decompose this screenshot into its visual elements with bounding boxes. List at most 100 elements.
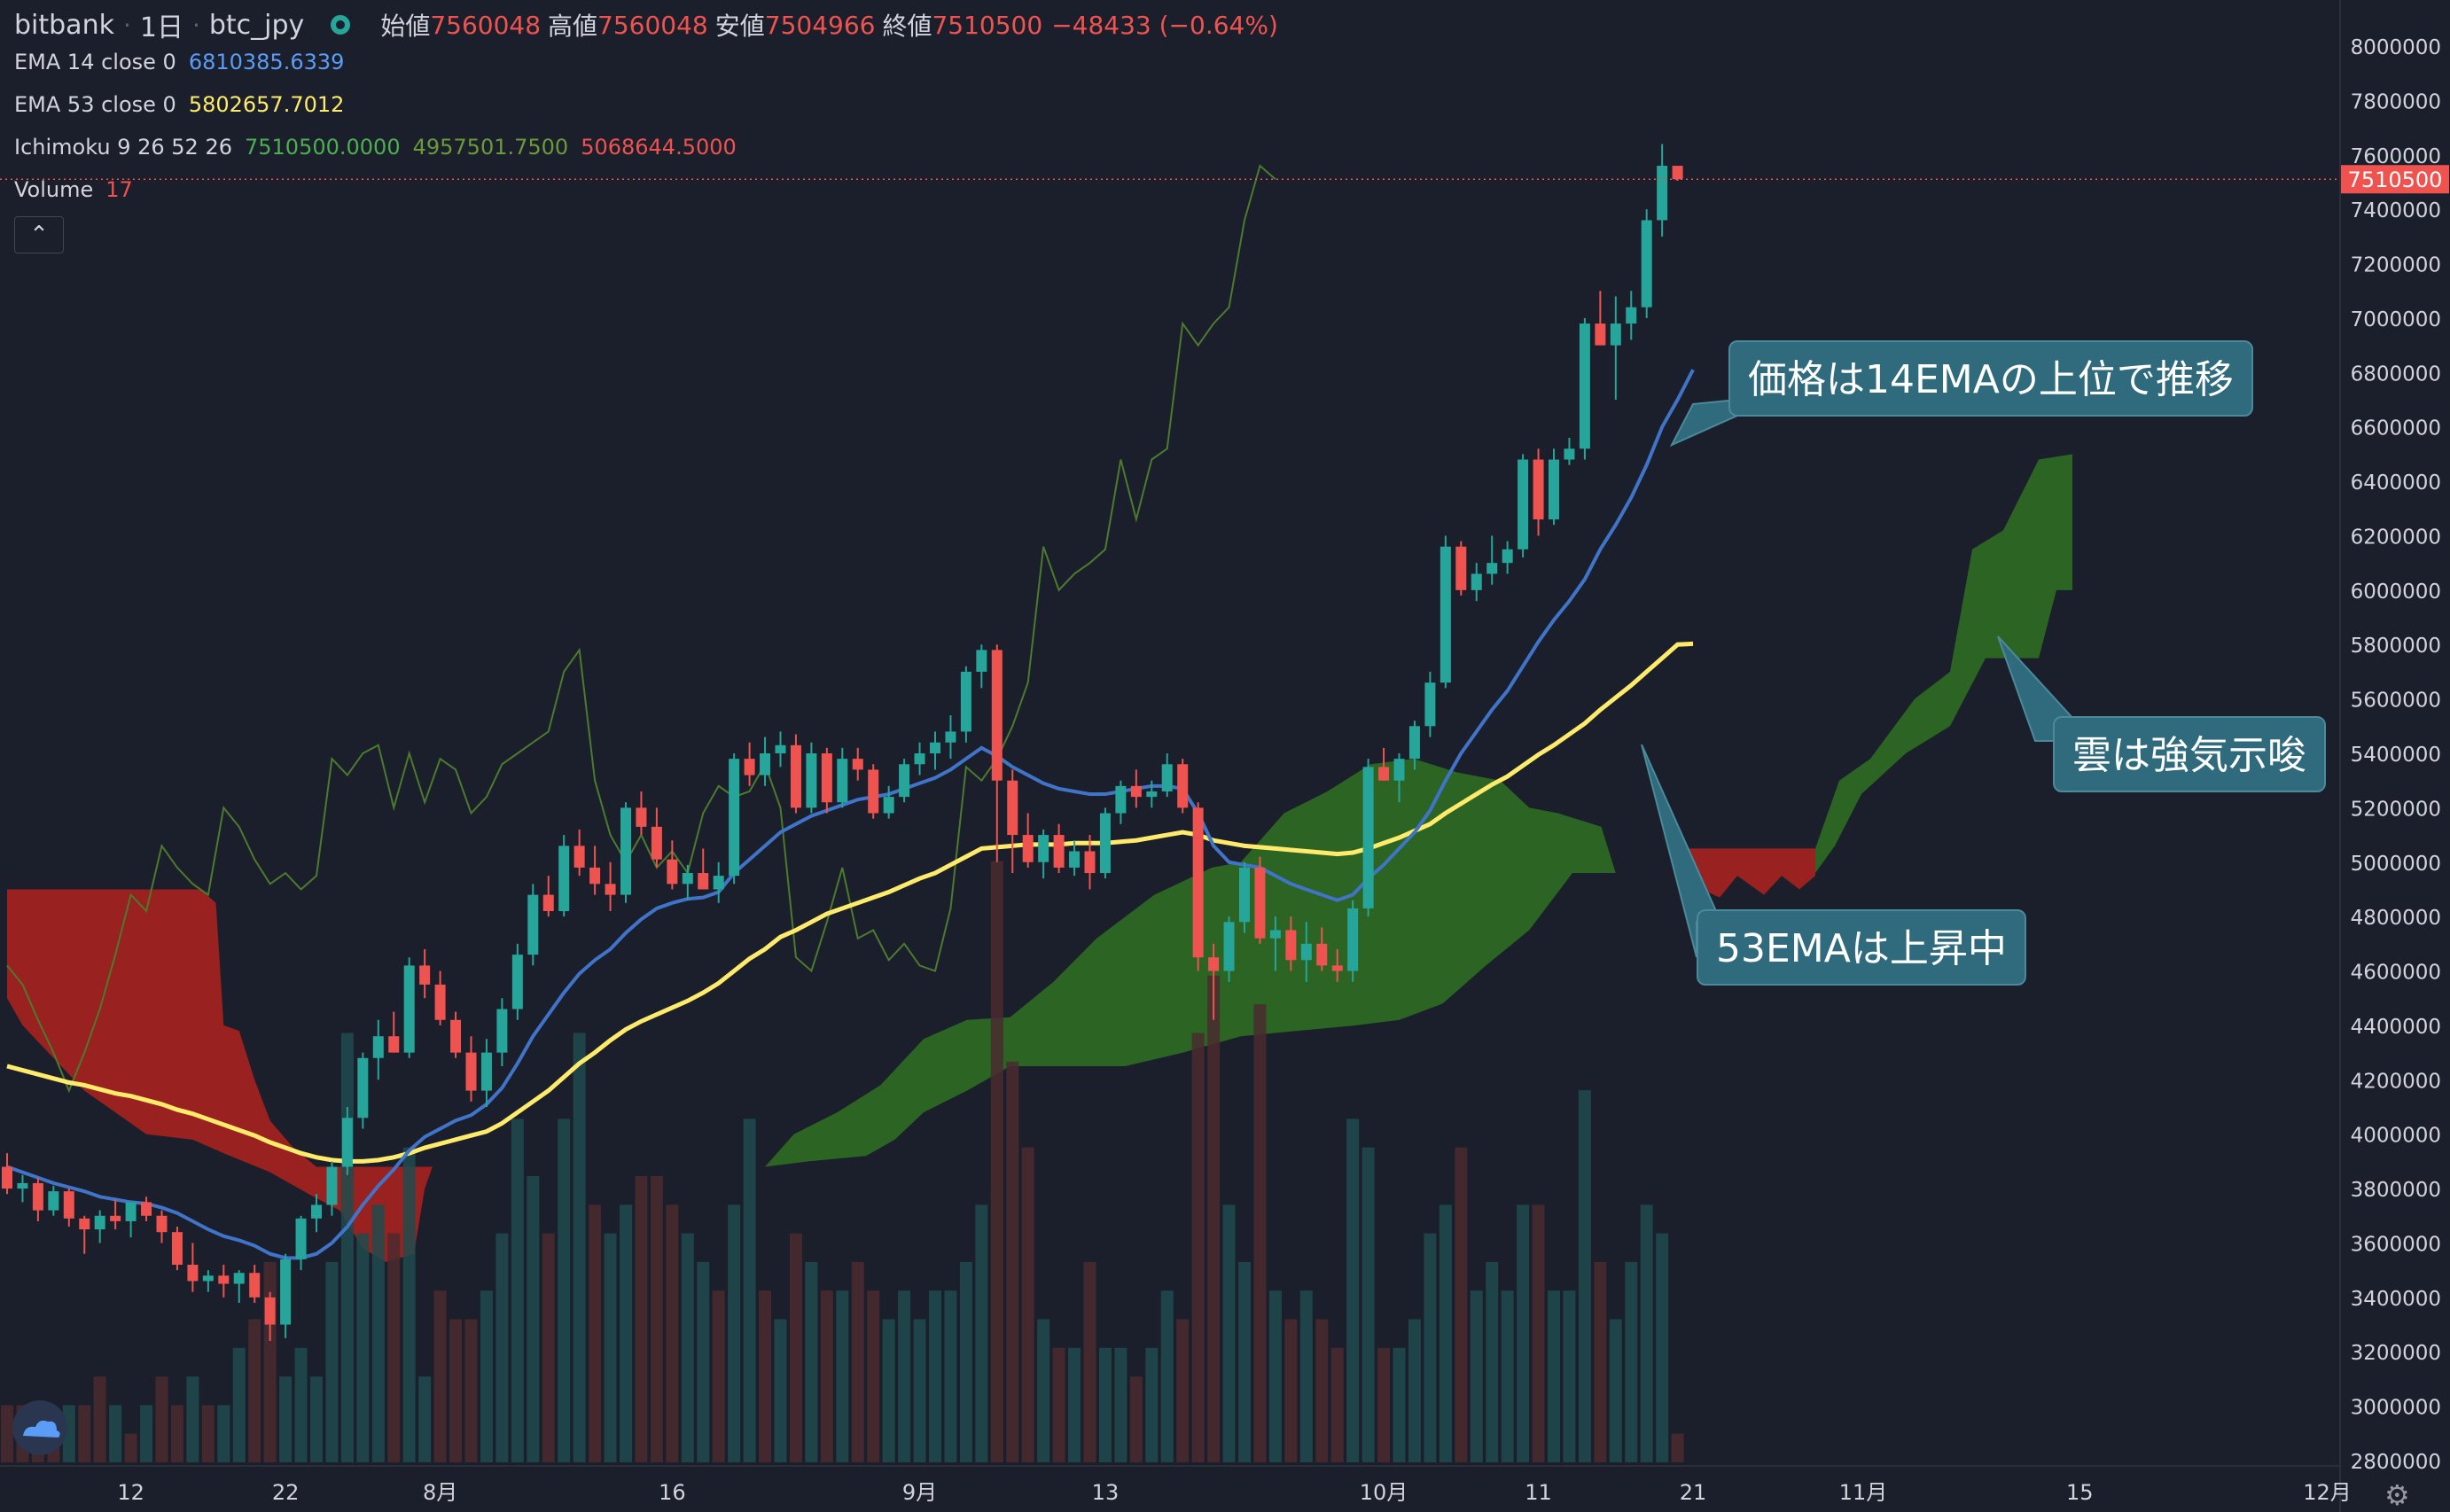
candle-body bbox=[1378, 767, 1390, 781]
ema53-legend[interactable]: EMA 53 close 0 5802657.7012 bbox=[14, 92, 344, 117]
volume-bar bbox=[728, 1204, 741, 1462]
volume-bar bbox=[1268, 1290, 1282, 1462]
candle-body bbox=[667, 859, 678, 885]
exchange-name[interactable]: bitbank bbox=[14, 9, 114, 41]
candle-body bbox=[558, 846, 570, 912]
price-tick-label: 3000000 bbox=[2351, 1397, 2441, 1420]
open-label: 始値 bbox=[380, 12, 431, 41]
candle-body bbox=[1610, 323, 1621, 346]
candle-body bbox=[419, 965, 431, 985]
volume-bar bbox=[1486, 1261, 1499, 1462]
candle-body bbox=[1362, 767, 1374, 908]
candle-body bbox=[357, 1057, 369, 1118]
volume-bar bbox=[418, 1376, 432, 1462]
candle-body bbox=[760, 753, 771, 775]
volume-bar bbox=[433, 1290, 447, 1462]
price-tick-label: 4800000 bbox=[2351, 907, 2441, 930]
ema53-value: 5802657.7012 bbox=[188, 92, 345, 117]
change-value: −48433 (−0.64%) bbox=[1051, 10, 1278, 40]
candle-body bbox=[527, 894, 539, 955]
candle-body bbox=[1331, 965, 1343, 971]
collapse-legend-button[interactable]: ⌃ bbox=[14, 216, 64, 253]
volume-legend[interactable]: Volume 17 bbox=[14, 177, 133, 202]
volume-bar bbox=[1625, 1261, 1638, 1462]
candle-body bbox=[883, 797, 894, 814]
volume-bar bbox=[1253, 1004, 1267, 1462]
candle-body bbox=[110, 1215, 121, 1221]
volume-bar bbox=[1377, 1347, 1391, 1462]
candle-body bbox=[63, 1191, 74, 1219]
volume-bar bbox=[681, 1233, 694, 1462]
cloud-bullish-middle bbox=[765, 759, 1616, 1167]
volume-bar bbox=[1098, 1347, 1112, 1462]
candle-body bbox=[1146, 791, 1158, 798]
time-axis[interactable]: 12 22 8月 16 9月 13 10月 11 21 11月 15 12月 bbox=[0, 1465, 2352, 1505]
volume-bar bbox=[1594, 1261, 1607, 1462]
volume-bar bbox=[944, 1290, 957, 1462]
last-price-label: 7510500 bbox=[2348, 168, 2443, 192]
volume-bar bbox=[1517, 1204, 1530, 1462]
volume-bar bbox=[697, 1261, 710, 1462]
price-tick-label: 7600000 bbox=[2351, 145, 2441, 168]
candle-body bbox=[1161, 764, 1173, 791]
candle-body bbox=[48, 1191, 59, 1211]
candle-body bbox=[1533, 459, 1544, 520]
volume-bar bbox=[1640, 1204, 1653, 1462]
volume-bar bbox=[1315, 1319, 1329, 1462]
price-tick-label: 3800000 bbox=[2351, 1179, 2441, 1202]
volume-bar bbox=[170, 1405, 183, 1462]
candle-body bbox=[1316, 943, 1328, 966]
tradingview-logo-icon[interactable] bbox=[12, 1400, 67, 1455]
candle-body bbox=[1223, 922, 1235, 971]
ichimoku-value-3: 5068644.5000 bbox=[581, 135, 737, 160]
annotation-ema14: 価格は14EMAの上位で推移 bbox=[1728, 340, 2253, 417]
volume-bar bbox=[464, 1319, 478, 1462]
price-tick-label: 6200000 bbox=[2351, 526, 2441, 549]
volume-bar bbox=[371, 1204, 385, 1462]
low-label: 安値 bbox=[714, 12, 765, 41]
price-axis[interactable]: 8000000 7800000 7600000 7400000 7200000 70000… bbox=[2339, 0, 2441, 1512]
price-tick-label: 6000000 bbox=[2351, 581, 2441, 604]
candle-body bbox=[1177, 764, 1189, 808]
volume-bar bbox=[109, 1405, 122, 1462]
time-tick-label: 13 bbox=[1092, 1480, 1120, 1505]
candle-body bbox=[542, 894, 554, 912]
price-tick-label: 5000000 bbox=[2351, 853, 2441, 876]
annotation-ema53: 53EMAは上昇中 bbox=[1697, 909, 2026, 986]
price-tick-label: 5600000 bbox=[2351, 690, 2441, 713]
high-label: 高値 bbox=[548, 12, 598, 41]
price-tick-label: 7400000 bbox=[2351, 199, 2441, 222]
volume-bar bbox=[449, 1319, 463, 1462]
chart-header: bitbank · 1日 · btc_jpy 始値 7560048 高値 75600… bbox=[14, 5, 1278, 44]
settings-gear-icon[interactable]: ⚙ bbox=[2384, 1478, 2410, 1512]
volume-bar bbox=[1006, 1061, 1019, 1462]
candle-body bbox=[991, 650, 1003, 781]
volume-bar bbox=[1548, 1290, 1560, 1462]
ichimoku-legend[interactable]: Ichimoku 9 26 52 26 7510500.0000 4957501.7… bbox=[14, 135, 737, 160]
volume-bar bbox=[898, 1290, 911, 1462]
ema14-line bbox=[6, 369, 1695, 1260]
time-tick-label: 22 bbox=[272, 1480, 300, 1505]
volume-bar bbox=[1532, 1204, 1545, 1462]
volume-bar bbox=[310, 1376, 323, 1462]
candle-body bbox=[1285, 930, 1297, 961]
candle-body bbox=[1486, 563, 1498, 574]
candle-body bbox=[450, 1019, 462, 1053]
interval-label[interactable]: 1日 bbox=[139, 12, 183, 43]
ema14-legend[interactable]: EMA 14 close 0 6810385.6339 bbox=[14, 50, 344, 74]
candle-body bbox=[1518, 459, 1529, 549]
candle-body bbox=[1641, 220, 1652, 308]
volume-bar bbox=[356, 1233, 370, 1462]
candle-body bbox=[914, 753, 925, 765]
volume-bar bbox=[851, 1261, 864, 1462]
candle-body bbox=[1657, 166, 1668, 221]
symbol-name[interactable]: btc_jpy bbox=[208, 9, 305, 41]
candle-body bbox=[1254, 867, 1266, 939]
candle-body bbox=[1549, 459, 1559, 520]
volume-bar bbox=[140, 1405, 153, 1462]
candle-body bbox=[636, 807, 647, 827]
volume-bar bbox=[1578, 1090, 1591, 1462]
volume-bar bbox=[1439, 1204, 1452, 1462]
last-price-tag bbox=[2341, 165, 2449, 194]
